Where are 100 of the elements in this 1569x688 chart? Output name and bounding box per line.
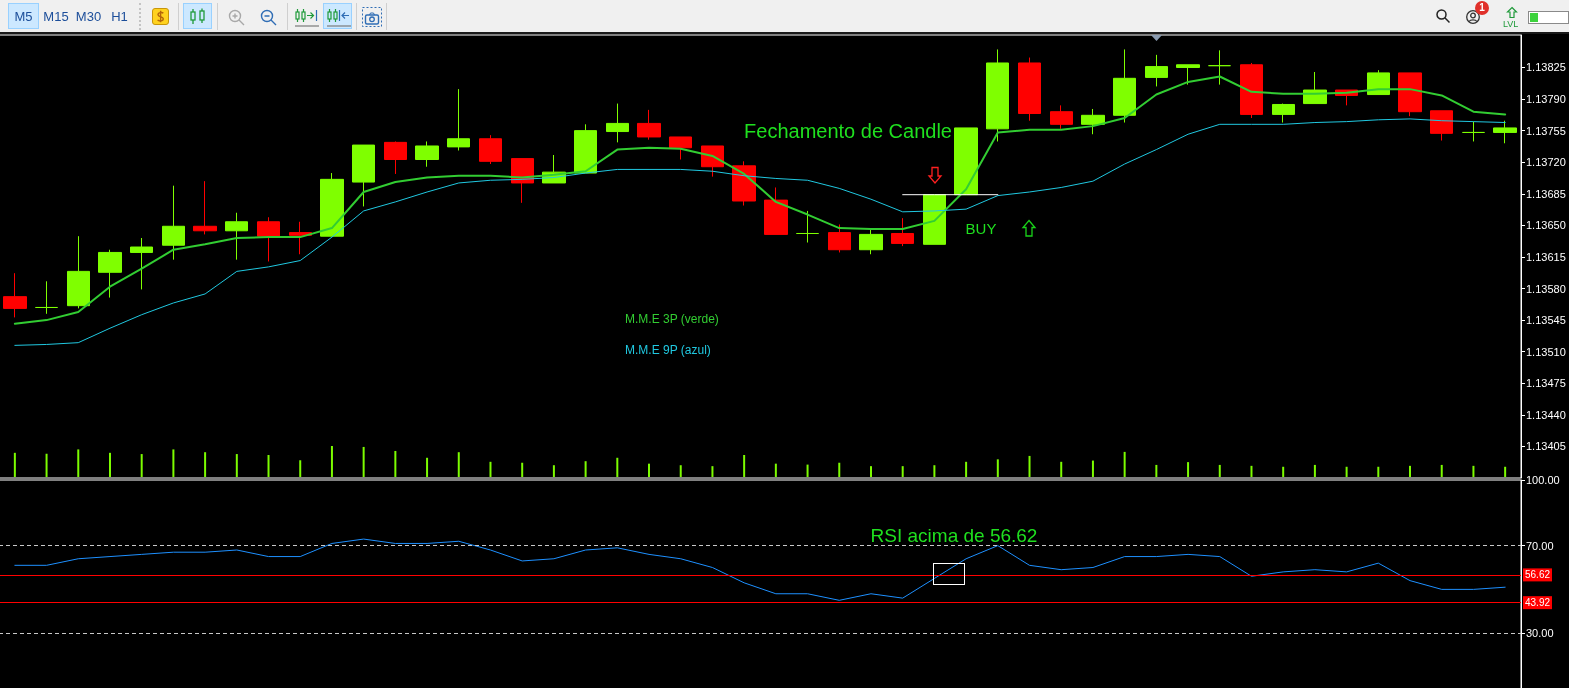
candlestick	[415, 140, 439, 168]
text: LVL	[1503, 19, 1519, 29]
y-tick-label: 1.13580	[1526, 282, 1566, 295]
bar	[13, 452, 16, 477]
candlestick	[3, 272, 27, 318]
candlestick	[193, 180, 217, 235]
bar	[996, 459, 999, 477]
button: M5	[8, 3, 39, 29]
annotation: Fechamento de Candle	[744, 120, 952, 142]
bar	[1218, 464, 1221, 477]
candlestick	[1145, 54, 1168, 87]
bar	[679, 465, 682, 477]
bar	[774, 463, 777, 477]
line-series	[13, 75, 1507, 325]
y-tick-label: 1.13755	[1526, 124, 1566, 137]
text: M30	[75, 8, 102, 24]
candlestick	[796, 210, 819, 244]
candlestick	[574, 123, 597, 174]
candlestick	[447, 88, 470, 151]
bar	[806, 464, 809, 477]
bar	[1250, 465, 1253, 477]
ref-line-label: 43.92	[1525, 597, 1551, 609]
candlestick	[891, 217, 914, 247]
bar	[1091, 460, 1094, 477]
candlestick	[162, 185, 185, 261]
candlestick	[1208, 49, 1231, 86]
bar	[521, 462, 524, 477]
bar	[1345, 466, 1348, 477]
candlestick	[257, 216, 280, 262]
candlestick	[1367, 69, 1390, 96]
annotation: RSI acima de 56.62	[870, 524, 1038, 546]
candlestick	[1113, 48, 1136, 124]
bar	[616, 457, 619, 477]
bar	[77, 449, 80, 477]
candlestick	[1176, 64, 1200, 86]
bar	[1440, 464, 1443, 477]
bar	[1060, 461, 1063, 477]
bar	[838, 462, 841, 477]
bar	[426, 457, 429, 477]
bar	[584, 461, 587, 477]
candlestick	[1272, 103, 1295, 124]
candlestick	[828, 223, 851, 253]
y-tick-label: 1.13545	[1526, 314, 1566, 327]
bar	[330, 446, 333, 477]
text: M.M.E 3P (verde)	[625, 312, 719, 326]
bar	[457, 452, 460, 477]
bar	[1409, 465, 1412, 477]
bar	[235, 454, 238, 477]
y-tick-label: 1.13790	[1526, 93, 1566, 106]
bar	[1282, 466, 1285, 477]
bar	[489, 461, 492, 477]
bar	[204, 452, 207, 477]
candlestick	[67, 235, 90, 309]
bar	[1028, 455, 1031, 477]
candlestick	[35, 280, 58, 315]
bar	[933, 465, 936, 477]
candlestick	[732, 160, 756, 207]
bar	[394, 450, 397, 477]
bar	[648, 463, 651, 477]
candlestick	[98, 249, 122, 299]
candlestick	[954, 127, 978, 196]
y-tick-label: 30.00	[1526, 627, 1554, 640]
bar	[1313, 464, 1316, 477]
candlestick	[1240, 62, 1263, 119]
candlestick	[1398, 72, 1422, 117]
bar	[108, 452, 111, 477]
bar	[1504, 466, 1507, 477]
candlestick	[1050, 104, 1073, 130]
bar	[552, 465, 555, 477]
ref-line-label: 56.62	[1525, 569, 1551, 581]
candlestick	[320, 172, 344, 237]
candlestick	[352, 144, 375, 207]
candlestick	[1430, 110, 1453, 142]
candlestick	[669, 136, 692, 161]
bar	[1123, 451, 1126, 477]
candlestick	[1018, 57, 1041, 122]
y-tick-label: 1.13720	[1526, 156, 1566, 169]
y-tick-label: 1.13650	[1526, 219, 1566, 232]
candlestick	[986, 48, 1009, 142]
text: H1	[111, 8, 128, 24]
text: M.M.E 9P (azul)	[625, 343, 711, 357]
candlestick	[1493, 120, 1517, 144]
bar	[172, 449, 175, 477]
bar	[362, 446, 365, 477]
candlestick	[764, 186, 788, 235]
bar	[267, 454, 270, 477]
bar	[140, 454, 143, 477]
candlestick	[859, 229, 883, 255]
bar	[711, 466, 714, 477]
bar	[901, 466, 904, 477]
candlestick	[479, 134, 502, 165]
y-tick-label: 1.13405	[1526, 440, 1566, 453]
candlestick	[1462, 121, 1485, 142]
y-tick-label: 1.13825	[1526, 61, 1566, 74]
candlestick	[1081, 108, 1105, 135]
candlestick	[923, 194, 946, 245]
candlestick	[130, 237, 153, 290]
y-tick-label: 1.13440	[1526, 408, 1566, 421]
y-tick-label: 70.00	[1526, 539, 1554, 552]
y-tick-label: 1.13685	[1526, 187, 1566, 200]
